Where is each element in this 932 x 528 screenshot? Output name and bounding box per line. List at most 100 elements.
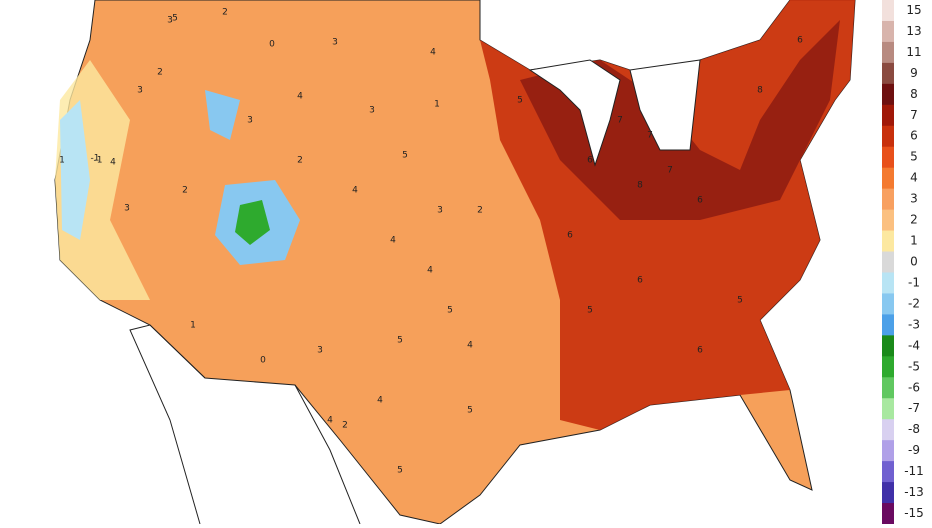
map-label: 1 bbox=[190, 321, 196, 331]
legend-label: -1 bbox=[908, 275, 920, 289]
map-label: 1 bbox=[59, 156, 65, 166]
cool-idaho bbox=[205, 90, 240, 140]
map-label: 0 bbox=[260, 356, 266, 366]
legend-swatch bbox=[882, 440, 894, 462]
legend-label: -15 bbox=[904, 506, 924, 520]
legend-label: 2 bbox=[910, 213, 918, 227]
legend-swatch bbox=[882, 272, 894, 294]
legend-label: 8 bbox=[910, 87, 918, 101]
legend-label: 9 bbox=[910, 66, 918, 80]
legend-swatch bbox=[882, 209, 894, 232]
legend-label: -9 bbox=[908, 443, 920, 457]
legend-label: -11 bbox=[904, 464, 924, 478]
map-label: 2 bbox=[477, 206, 483, 216]
map-label: 4 bbox=[110, 158, 116, 168]
legend-swatch bbox=[882, 356, 894, 378]
map-label: 3 bbox=[167, 16, 173, 26]
map-label: 2 bbox=[297, 156, 303, 166]
map-label: 2 bbox=[157, 68, 163, 78]
map-label: 3 bbox=[332, 38, 338, 48]
map-label: 5 bbox=[587, 306, 593, 316]
legend-swatch bbox=[882, 20, 894, 43]
legend-label: -3 bbox=[908, 317, 920, 331]
cold-spot bbox=[235, 200, 270, 245]
map-label: 6 bbox=[587, 156, 593, 166]
map-label: 6 bbox=[567, 231, 573, 241]
legend-swatch bbox=[882, 314, 894, 336]
map-label: 5 bbox=[402, 151, 408, 161]
map-label: 4 bbox=[297, 92, 303, 102]
map-label: 4 bbox=[427, 266, 433, 276]
map-label: 8 bbox=[757, 86, 763, 96]
map-label: 3 bbox=[137, 86, 143, 96]
map-label: 4 bbox=[430, 48, 436, 58]
map-label: 5 bbox=[467, 406, 473, 416]
legend-swatch bbox=[882, 83, 894, 106]
legend-label: 13 bbox=[906, 24, 921, 38]
map-label: 6 bbox=[697, 196, 703, 206]
legend-swatch bbox=[882, 377, 894, 399]
legend-swatch bbox=[882, 62, 894, 85]
legend-swatch bbox=[882, 146, 894, 169]
map-label: 5 bbox=[737, 296, 743, 306]
map-label: 5 bbox=[397, 336, 403, 346]
legend-label: 6 bbox=[910, 129, 918, 143]
map-label: 7 bbox=[617, 116, 623, 126]
map-label: 6 bbox=[697, 346, 703, 356]
legend-swatch bbox=[882, 230, 894, 253]
legend-swatch bbox=[882, 419, 894, 441]
map-label: 5 bbox=[172, 14, 178, 24]
legend-label: 15 bbox=[906, 3, 921, 17]
legend-swatch bbox=[882, 125, 894, 148]
legend-label: -6 bbox=[908, 380, 920, 394]
map-label: -1 bbox=[91, 154, 100, 164]
legend-swatch bbox=[882, 335, 894, 357]
map-label: 1 bbox=[434, 100, 440, 110]
legend-swatch bbox=[882, 293, 894, 315]
map-label: 4 bbox=[327, 416, 333, 426]
map-label: 6 bbox=[637, 276, 643, 286]
map-label: 4 bbox=[467, 341, 473, 351]
map-label: -1 bbox=[94, 156, 103, 166]
map-label: 7 bbox=[647, 131, 653, 141]
legend-label: 11 bbox=[906, 45, 921, 59]
legend-label: -8 bbox=[908, 422, 920, 436]
map-label: 5 bbox=[447, 306, 453, 316]
map-label: 2 bbox=[222, 8, 228, 18]
legend-swatch bbox=[882, 104, 894, 127]
legend-label: -5 bbox=[908, 359, 920, 373]
legend-swatch bbox=[882, 0, 894, 22]
map-label: 3 bbox=[124, 204, 130, 214]
legend-label: -4 bbox=[908, 338, 920, 352]
legend-label: 5 bbox=[910, 150, 918, 164]
map-label: 4 bbox=[352, 186, 358, 196]
legend-swatch bbox=[882, 251, 894, 273]
legend-swatch bbox=[882, 503, 894, 524]
map-label: 6 bbox=[797, 36, 803, 46]
legend-swatch bbox=[882, 461, 894, 483]
map-label: 5 bbox=[517, 96, 523, 106]
map-label: 2 bbox=[342, 421, 348, 431]
legend-label: -2 bbox=[908, 296, 920, 310]
legend-swatch bbox=[882, 188, 894, 211]
legend-label: 0 bbox=[910, 255, 918, 269]
map-label: 3 bbox=[437, 206, 443, 216]
legend-label: 4 bbox=[910, 171, 918, 185]
map-label: 7 bbox=[667, 166, 673, 176]
map-label: 4 bbox=[377, 396, 383, 406]
map-label: 5 bbox=[397, 466, 403, 476]
map-label: 3 bbox=[247, 116, 253, 126]
legend-label: -7 bbox=[908, 401, 920, 415]
map-label: 4 bbox=[390, 236, 396, 246]
legend-swatch bbox=[882, 398, 894, 420]
legend-label: 3 bbox=[910, 192, 918, 206]
legend-swatch bbox=[882, 167, 894, 190]
map-label: 8 bbox=[637, 181, 643, 191]
legend-label: -13 bbox=[904, 485, 924, 499]
map-label: 3 bbox=[369, 106, 375, 116]
legend-swatch bbox=[882, 41, 894, 64]
mexico-border bbox=[129, 324, 361, 525]
cool-coast bbox=[60, 100, 90, 240]
